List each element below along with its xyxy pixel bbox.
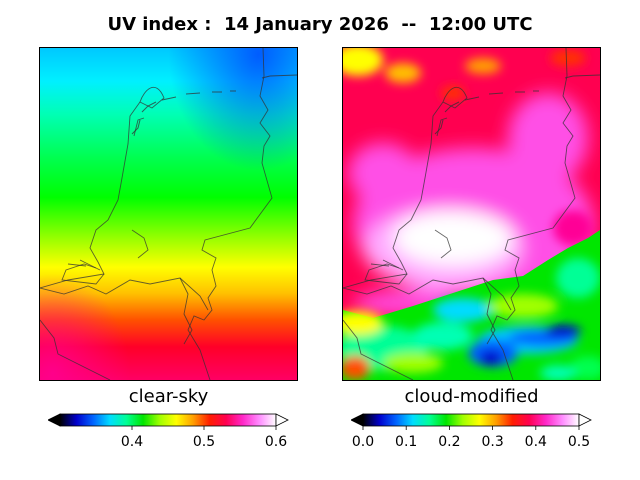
- colorbar-over-arrow: [275, 413, 289, 427]
- clear-sky-map: [39, 47, 298, 381]
- cloud-modified-colorbar: [351, 413, 592, 430]
- figure-title: UV index : 14 January 2026 -- 12:00 UTC: [107, 14, 533, 35]
- clear-sky-panel-label: clear-sky: [128, 386, 209, 407]
- cloud-modified-map: [342, 47, 601, 381]
- colorbar-tick-label: 0.0: [351, 434, 375, 450]
- colorbar-tick-label: 0.4: [120, 434, 144, 450]
- colorbar-tick-label: 0.6: [264, 434, 288, 450]
- colorbar-tick-label: 0.2: [438, 434, 461, 450]
- colorbar-tick-label: 0.3: [481, 434, 504, 450]
- colorbar-under-arrow: [351, 413, 364, 427]
- colorbar-tick-label: 0.4: [524, 434, 547, 450]
- colorbar-tick-label: 0.5: [192, 434, 216, 450]
- colorbar-over-arrow: [578, 413, 592, 427]
- colorbar-tick-label: 0.5: [567, 434, 591, 450]
- clear-sky-colorbar: [48, 413, 289, 430]
- cloud-modified-panel-label: cloud-modified: [404, 386, 539, 407]
- colorbar-tick-label: 0.1: [395, 434, 418, 450]
- colorbar-under-arrow: [48, 413, 61, 427]
